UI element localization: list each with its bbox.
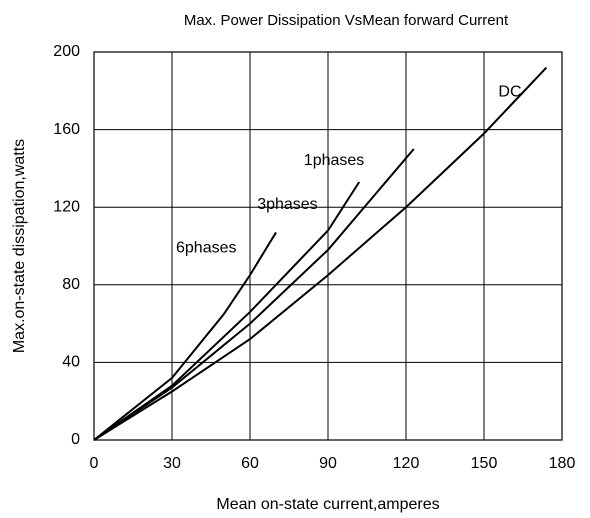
x-tick-label: 60 [241,455,259,472]
series-label: 3phases [257,196,318,213]
x-tick-label: 180 [549,455,576,472]
chart-title: Max. Power Dissipation VsMean forward Cu… [184,12,509,29]
y-tick-label: 0 [71,431,80,448]
y-axis-label: Max.on-state dissipation,watts [11,139,28,353]
line-series [93,148,415,441]
x-tick-label: 120 [393,455,420,472]
x-tick-label: 30 [163,455,181,472]
y-tick-label: 160 [53,121,80,138]
series-label: 6phases [176,240,237,257]
line-series [93,181,361,441]
series-label: DC [498,84,521,101]
series-label: 1phases [304,152,365,169]
y-tick-label: 120 [53,198,80,215]
x-tick-label: 150 [471,455,498,472]
x-tick-label: 0 [90,455,99,472]
line-series [93,66,548,441]
y-tick-label: 200 [53,43,80,60]
line-series [93,231,277,441]
y-tick-label: 80 [62,276,80,293]
x-axis-label: Mean on-state current,amperes [216,496,439,513]
x-tick-label: 90 [319,455,337,472]
y-tick-label: 40 [62,354,80,371]
